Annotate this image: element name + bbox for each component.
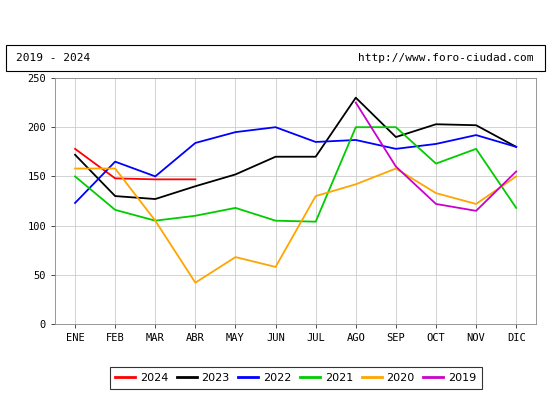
Text: 2019 - 2024: 2019 - 2024	[16, 53, 91, 63]
Text: http://www.foro-ciudad.com: http://www.foro-ciudad.com	[358, 53, 534, 63]
Legend: 2024, 2023, 2022, 2021, 2020, 2019: 2024, 2023, 2022, 2021, 2020, 2019	[109, 367, 482, 388]
Bar	[6, 44, 544, 72]
Text: Evolucion Nº Turistas Extranjeros en el municipio de Marmolejo: Evolucion Nº Turistas Extranjeros en el …	[27, 14, 523, 28]
